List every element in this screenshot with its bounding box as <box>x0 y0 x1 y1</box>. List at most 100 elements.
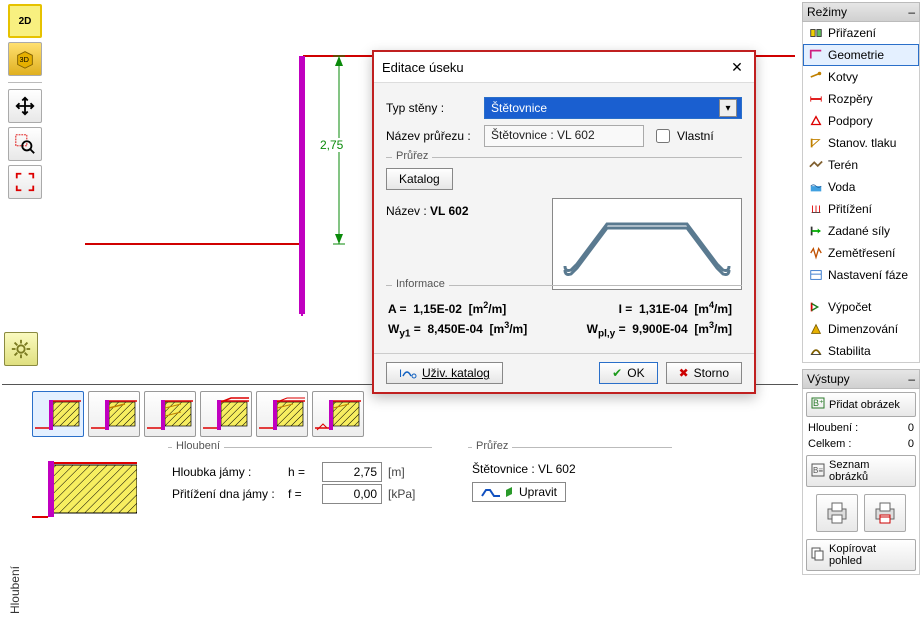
mode-item-strut[interactable]: Rozpěry <box>803 88 919 110</box>
copy-view-label: Kopírovat pohled <box>829 543 911 567</box>
mode-label: Voda <box>828 180 855 194</box>
modes-title: Režimy <box>807 5 847 19</box>
mode-label: Geometrie <box>828 48 884 62</box>
list-icon: B≡ <box>811 463 825 480</box>
modes-list: Přiřazení Geometrie Kotvy Rozpěry Podpory Sta… <box>802 22 920 363</box>
shape-thumb-3[interactable] <box>200 391 252 437</box>
image-list-label: Seznam obrázků <box>829 459 911 483</box>
pan-button[interactable] <box>8 89 42 123</box>
bottom-panel: Hloubení Hloubení Hloubka jámy : h = [m]… <box>2 384 798 624</box>
outputs-header: Výstupy – <box>802 369 920 389</box>
image-list-button[interactable]: B≡ Seznam obrázků <box>806 455 916 487</box>
right-panel: Režimy – PřiřazeníGeometrieKotvyRozpěryP… <box>802 2 920 575</box>
surcharge-input[interactable] <box>322 484 382 504</box>
outputs-list: B⁺ Přidat obrázek Hloubení :0 Celkem :0 … <box>802 389 920 575</box>
shape-strip <box>32 391 790 437</box>
chevron-down-icon[interactable]: ▾ <box>719 99 737 117</box>
section-name-field[interactable]: Štětovnice : VL 602 <box>484 125 644 147</box>
mode-item-quake[interactable]: Zemětřesení <box>803 242 919 264</box>
depth-label: Hloubka jámy : <box>172 465 282 479</box>
add-image-label: Přidat obrázek <box>829 399 900 411</box>
bottom-preview <box>32 455 137 527</box>
bottom-tab-label: Hloubení <box>8 566 22 614</box>
mode-label: Zemětřesení <box>828 246 895 260</box>
user-catalog-button[interactable]: I Uživ. katalog <box>386 362 503 384</box>
mode-item-stab[interactable]: Stabilita <box>803 340 919 362</box>
shape-thumb-5[interactable] <box>312 391 364 437</box>
view3d-button[interactable]: 3D <box>8 42 42 76</box>
depth-input[interactable] <box>322 462 382 482</box>
zoom-region-button[interactable] <box>8 127 42 161</box>
name-label: Název : <box>386 204 427 218</box>
shape-thumb-4[interactable] <box>256 391 308 437</box>
svg-text:I: I <box>399 368 402 380</box>
view2d-button[interactable]: 2D <box>8 4 42 38</box>
svg-text:B⁺: B⁺ <box>813 398 824 408</box>
ok-button[interactable]: ✔ OK <box>599 362 657 384</box>
collapse-icon[interactable]: – <box>908 5 915 19</box>
mode-label: Terén <box>828 158 858 172</box>
mode-item-support[interactable]: Podpory <box>803 110 919 132</box>
close-icon[interactable]: ✕ <box>728 58 746 76</box>
mode-label: Podpory <box>828 114 873 128</box>
copy-view-button[interactable]: Kopírovat pohled <box>806 539 916 571</box>
mode-label: Stanov. tlaku <box>828 136 896 150</box>
own-checkbox[interactable]: Vlastní <box>652 126 742 146</box>
mode-item-dim[interactable]: Dimenzování <box>803 318 919 340</box>
mode-label: Výpočet <box>828 300 871 314</box>
shape-thumb-2[interactable] <box>144 391 196 437</box>
depth-sym: h = <box>288 465 316 479</box>
mode-label: Rozpěry <box>828 92 873 106</box>
dialog-title: Editace úseku <box>382 60 464 75</box>
copy-icon <box>811 547 825 564</box>
cross-icon: ✖ <box>679 366 689 380</box>
edit-label: Upravit <box>519 485 557 499</box>
output-row-hloubeni: Hloubení :0 <box>803 420 919 436</box>
mode-item-forces[interactable]: Zadané síly <box>803 220 919 242</box>
combo-value: Štětovnice <box>491 101 547 115</box>
mode-item-calc[interactable]: Výpočet <box>803 296 919 318</box>
wall-type-label: Typ stěny : <box>386 101 476 115</box>
check-icon: ✔ <box>612 366 622 380</box>
edit-section-dialog: Editace úseku ✕ Typ stěny : Štětovnice ▾… <box>372 50 756 394</box>
section-group-title: Průřez <box>392 150 432 162</box>
svg-text:3D: 3D <box>20 55 29 64</box>
mode-label: Dimenzování <box>828 322 898 336</box>
output-row-celkem: Celkem :0 <box>803 436 919 452</box>
name-value: VL 602 <box>430 204 468 218</box>
add-image-button[interactable]: B⁺ Přidat obrázek <box>806 392 916 417</box>
mode-label: Přitížení <box>828 202 872 216</box>
section-name: Štětovnice : VL 602 <box>472 462 672 476</box>
mode-item-surcharge[interactable]: Přitížení <box>803 198 919 220</box>
print-button[interactable] <box>816 494 858 532</box>
settings-button[interactable] <box>4 332 38 366</box>
cancel-button[interactable]: ✖ Storno <box>666 362 742 384</box>
shape-thumb-1[interactable] <box>88 391 140 437</box>
mode-item-anchor[interactable]: Kotvy <box>803 66 919 88</box>
fit-view-button[interactable] <box>8 165 42 199</box>
edit-section-button[interactable]: Upravit <box>472 482 566 502</box>
mode-label: Zadané síly <box>828 224 890 238</box>
own-checkbox-input[interactable] <box>656 129 670 143</box>
mode-item-water[interactable]: Voda <box>803 176 919 198</box>
mode-label: Nastavení fáze <box>828 268 908 282</box>
mode-item-stage[interactable]: Nastavení fáze <box>803 264 919 286</box>
wall-type-combo[interactable]: Štětovnice ▾ <box>484 97 742 119</box>
catalog-button[interactable]: Katalog <box>386 168 453 190</box>
print-pdf-button[interactable] <box>864 494 906 532</box>
mode-label: Stabilita <box>828 344 871 358</box>
mode-label: Kotvy <box>828 70 858 84</box>
mode-item-assign[interactable]: Přiřazení <box>803 22 919 44</box>
surcharge-sym: f = <box>288 487 316 501</box>
info-grid: A = 1,15E-02 [m2/m] I = 1,31E-04 [m4/m] … <box>386 296 742 343</box>
mode-item-pressure[interactable]: Stanov. tlaku <box>803 132 919 154</box>
left-toolbar: 2D 3D <box>4 4 46 199</box>
collapse-icon[interactable]: – <box>908 372 915 386</box>
outputs-title: Výstupy <box>807 372 850 386</box>
group-prurez: Průřez <box>472 440 512 452</box>
mode-item-terrain[interactable]: Terén <box>803 154 919 176</box>
modes-header: Režimy – <box>802 2 920 22</box>
profile-preview <box>552 198 742 290</box>
mode-item-geom[interactable]: Geometrie <box>803 44 919 66</box>
shape-thumb-0[interactable] <box>32 391 84 437</box>
